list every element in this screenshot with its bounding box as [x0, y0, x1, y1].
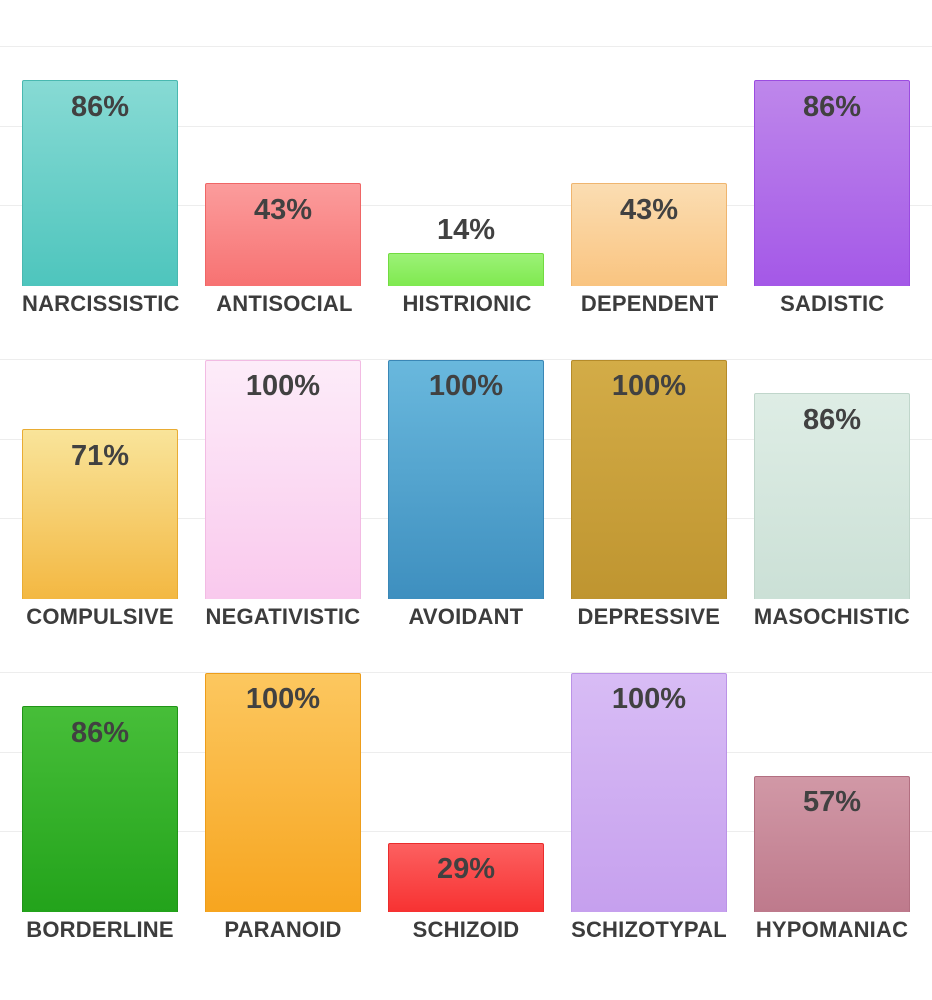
plot-area: 86% 100% 29% 100% 57% — [0, 672, 932, 912]
category-labels: BORDERLINE PARANOID SCHIZOID SCHIZOTYPAL HYP… — [0, 912, 932, 943]
chart-row-3: 86% 100% 29% 100% 57% BORDERLINE PARANOID SCHIZ… — [0, 672, 932, 943]
value-label: 71% — [70, 439, 130, 472]
bar-antisocial — [205, 183, 361, 286]
bar-column-masochistic: 86% — [754, 360, 910, 599]
bar-column-narcissistic: 86% — [22, 47, 178, 286]
gridline — [0, 831, 932, 833]
chart-row-1: 86% 43% 14% 43% 86% NARCISSISTIC ANTISOCIAL HIS… — [0, 46, 932, 317]
category-label-compulsive: COMPULSIVE — [26, 604, 174, 629]
bar-column-paranoid: 100% — [205, 673, 361, 912]
bar-schizotypal — [571, 673, 727, 912]
gridline — [0, 125, 932, 127]
value-label: 86% — [70, 90, 130, 123]
category-labels: NARCISSISTIC ANTISOCIAL HISTRIONIC DEPENDEN… — [0, 286, 932, 317]
bar-column-avoidant: 100% — [388, 360, 544, 599]
bar-columns: 86% 100% 29% 100% 57% — [0, 673, 932, 912]
bar-histrionic — [388, 252, 544, 286]
bar-column-sadistic: 86% — [754, 47, 910, 286]
value-label: 86% — [802, 90, 862, 123]
value-label: 86% — [70, 716, 130, 749]
plot-area: 71% 100% 100% 100% 86% — [0, 359, 932, 599]
value-label: 14% — [436, 214, 496, 247]
bar-schizoid — [388, 842, 544, 912]
value-label: 86% — [802, 403, 862, 436]
category-label-masochistic: MASOCHISTIC — [753, 604, 911, 629]
bar-column-negativistic: 100% — [205, 360, 361, 599]
category-label-dependent: DEPENDENT — [580, 291, 719, 316]
bar-column-depressive: 100% — [571, 360, 727, 599]
value-label: 43% — [619, 193, 679, 226]
bar-compulsive — [22, 429, 178, 599]
bar-dependent — [571, 183, 727, 286]
category-label-borderline: BORDERLINE — [26, 917, 174, 942]
gridline — [0, 751, 932, 753]
category-label-depressive: DEPRESSIVE — [577, 604, 721, 629]
bar-column-histrionic: 14% — [388, 47, 544, 286]
value-label: 100% — [611, 370, 687, 402]
bar-column-schizotypal: 100% — [571, 673, 727, 912]
category-label-schizotypal: SCHIZOTYPAL — [571, 917, 727, 942]
plot-area: 86% 43% 14% 43% 86% — [0, 46, 932, 286]
gridline — [0, 205, 932, 207]
bar-narcissistic — [22, 80, 178, 286]
bar-column-hypomaniac: 57% — [754, 673, 910, 912]
value-label: 57% — [802, 786, 862, 819]
bar-column-compulsive: 71% — [22, 360, 178, 599]
value-label: 100% — [611, 683, 687, 715]
bar-columns: 71% 100% 100% 100% 86% — [0, 360, 932, 599]
bar-depressive — [571, 360, 727, 599]
value-label: 100% — [245, 370, 321, 402]
value-label: 43% — [253, 193, 313, 226]
bar-borderline — [22, 706, 178, 912]
bar-column-antisocial: 43% — [205, 47, 361, 286]
category-label-narcissistic: NARCISSISTIC — [22, 291, 180, 316]
value-label: 100% — [245, 683, 321, 715]
bar-column-borderline: 86% — [22, 673, 178, 912]
personality-bar-chart: 86% 43% 14% 43% 86% NARCISSISTIC ANTISOCIAL HIS… — [0, 46, 932, 943]
bar-paranoid — [205, 673, 361, 912]
value-label: 29% — [436, 853, 496, 886]
bar-column-schizoid: 29% — [388, 673, 544, 912]
chart-row-2: 71% 100% 100% 100% 86% COMPULSIVE NEGATIVISTIC… — [0, 359, 932, 630]
category-label-avoidant: AVOIDANT — [408, 604, 524, 629]
bar-masochistic — [754, 393, 910, 599]
category-label-paranoid: PARANOID — [224, 917, 342, 942]
category-label-antisocial: ANTISOCIAL — [216, 291, 353, 316]
bar-avoidant — [388, 360, 544, 599]
category-label-sadistic: SADISTIC — [780, 291, 885, 316]
bar-sadistic — [754, 80, 910, 286]
category-labels: COMPULSIVE NEGATIVISTIC AVOIDANT DEPRESSIVE… — [0, 599, 932, 630]
category-label-schizoid: SCHIZOID — [412, 917, 520, 942]
category-label-histrionic: HISTRIONIC — [402, 291, 532, 316]
bar-column-dependent: 43% — [571, 47, 727, 286]
value-label: 100% — [428, 370, 504, 402]
category-label-hypomaniac: HYPOMANIAC — [755, 917, 909, 942]
bar-columns: 86% 43% 14% 43% 86% — [0, 47, 932, 286]
bar-hypomaniac — [754, 775, 910, 912]
category-label-negativistic: NEGATIVISTIC — [205, 604, 361, 629]
bar-negativistic — [205, 360, 361, 599]
